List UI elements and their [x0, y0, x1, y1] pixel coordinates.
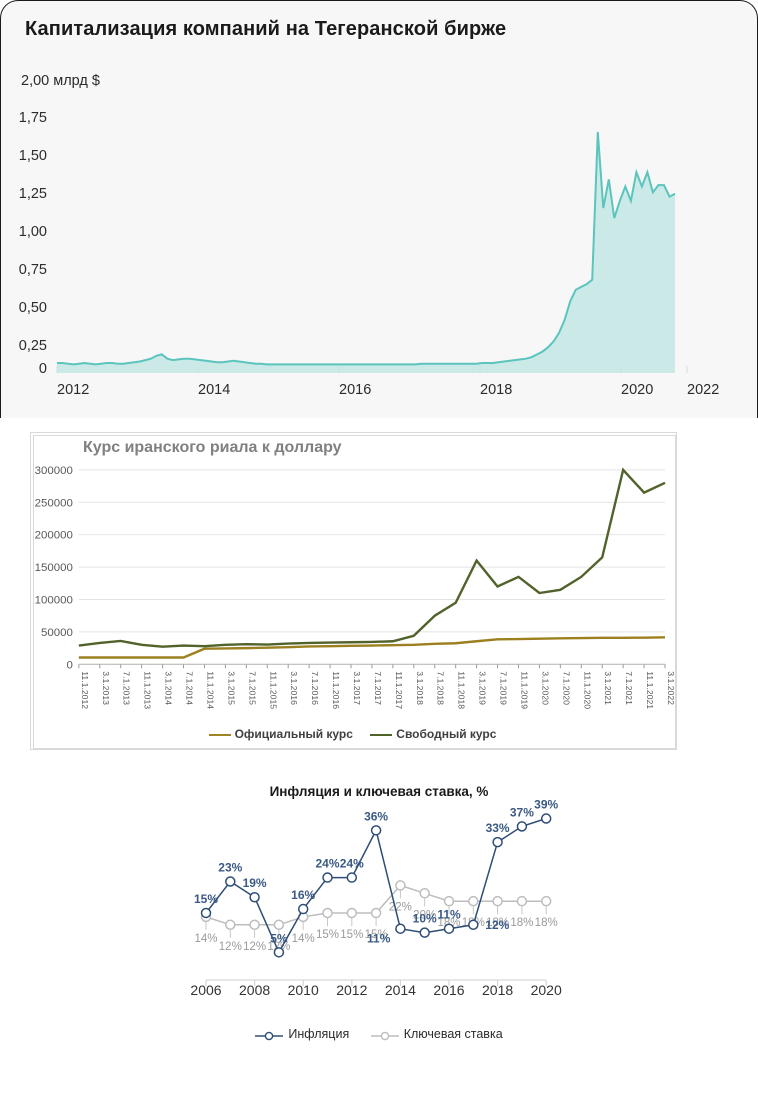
svg-text:11.1.2019: 11.1.2019 [519, 671, 529, 709]
svg-text:1,50: 1,50 [19, 148, 47, 164]
svg-text:0: 0 [66, 659, 72, 671]
svg-text:11.1.2014: 11.1.2014 [205, 671, 215, 709]
svg-text:1,25: 1,25 [19, 186, 47, 202]
svg-text:1,75: 1,75 [19, 110, 47, 126]
svg-text:2018: 2018 [480, 382, 512, 398]
svg-text:36%: 36% [364, 809, 388, 823]
svg-text:14%: 14% [194, 933, 217, 945]
svg-text:10%: 10% [413, 912, 437, 926]
svg-text:33%: 33% [486, 821, 510, 835]
svg-text:150000: 150000 [35, 562, 73, 574]
svg-text:15%: 15% [194, 892, 218, 906]
svg-text:7.1.2016: 7.1.2016 [310, 671, 320, 705]
svg-text:3.1.2022: 3.1.2022 [666, 671, 676, 705]
svg-text:50000: 50000 [41, 627, 73, 639]
svg-text:11.1.2013: 11.1.2013 [143, 671, 153, 709]
svg-text:24%: 24% [340, 857, 364, 871]
svg-text:18%: 18% [535, 917, 558, 929]
svg-text:15%: 15% [340, 929, 363, 941]
svg-text:2020: 2020 [531, 982, 562, 998]
svg-text:3.1.2016: 3.1.2016 [289, 671, 299, 705]
svg-text:2014: 2014 [385, 982, 416, 998]
svg-text:100000: 100000 [35, 594, 73, 606]
svg-text:12%: 12% [243, 941, 266, 953]
svg-text:5%: 5% [270, 931, 288, 945]
svg-text:3.1.2015: 3.1.2015 [226, 671, 236, 705]
svg-text:11.1.2012: 11.1.2012 [80, 671, 90, 709]
svg-text:0,25: 0,25 [19, 338, 47, 354]
svg-text:2012: 2012 [336, 982, 367, 998]
svg-text:2,00 млрд $: 2,00 млрд $ [21, 73, 100, 89]
svg-text:12%: 12% [219, 941, 242, 953]
svg-text:200000: 200000 [35, 530, 73, 542]
svg-text:250000: 250000 [35, 497, 73, 509]
svg-text:19%: 19% [243, 876, 267, 890]
svg-text:11%: 11% [437, 908, 461, 922]
svg-text:14%: 14% [292, 933, 315, 945]
svg-text:0: 0 [39, 361, 47, 377]
svg-text:7.1.2013: 7.1.2013 [122, 671, 132, 705]
svg-text:11.1.2018: 11.1.2018 [457, 671, 467, 709]
svg-text:2016: 2016 [433, 982, 464, 998]
svg-text:2008: 2008 [239, 982, 270, 998]
svg-text:2020: 2020 [621, 382, 653, 398]
svg-text:11.1.2015: 11.1.2015 [268, 671, 278, 709]
svg-text:2012: 2012 [57, 382, 89, 398]
svg-text:3.1.2014: 3.1.2014 [164, 671, 174, 705]
svg-text:2016: 2016 [339, 382, 371, 398]
svg-text:2014: 2014 [198, 382, 230, 398]
svg-text:3.1.2013: 3.1.2013 [101, 671, 111, 705]
svg-text:37%: 37% [510, 805, 534, 819]
svg-text:1,00: 1,00 [19, 224, 47, 240]
svg-text:16%: 16% [291, 888, 315, 902]
svg-text:2018: 2018 [482, 982, 513, 998]
svg-text:18%: 18% [510, 917, 533, 929]
svg-text:7.1.2019: 7.1.2019 [499, 671, 509, 705]
svg-text:11.1.2021: 11.1.2021 [645, 671, 655, 709]
svg-text:11.1.2017: 11.1.2017 [394, 671, 404, 709]
svg-text:3.1.2017: 3.1.2017 [352, 671, 362, 705]
svg-text:11.1.2020: 11.1.2020 [582, 671, 592, 709]
svg-text:2010: 2010 [288, 982, 319, 998]
svg-text:12%: 12% [485, 918, 509, 932]
svg-text:15%: 15% [316, 929, 339, 941]
svg-text:24%: 24% [315, 857, 339, 871]
svg-text:3.1.2020: 3.1.2020 [540, 671, 550, 705]
svg-text:0,50: 0,50 [19, 300, 47, 316]
svg-text:7.1.2021: 7.1.2021 [624, 671, 634, 705]
svg-text:2006: 2006 [190, 982, 221, 998]
svg-text:23%: 23% [218, 860, 242, 874]
svg-text:3.1.2019: 3.1.2019 [478, 671, 488, 705]
svg-text:7.1.2020: 7.1.2020 [561, 671, 571, 705]
svg-text:7.1.2014: 7.1.2014 [185, 671, 195, 705]
svg-text:11.1.2016: 11.1.2016 [331, 671, 341, 709]
svg-text:7.1.2018: 7.1.2018 [436, 671, 446, 705]
svg-text:11%: 11% [367, 932, 391, 946]
svg-text:3.1.2018: 3.1.2018 [415, 671, 425, 705]
svg-text:22%: 22% [389, 901, 412, 913]
svg-text:0,75: 0,75 [19, 262, 47, 278]
svg-text:300000: 300000 [35, 465, 73, 477]
svg-text:7.1.2015: 7.1.2015 [247, 671, 257, 705]
svg-text:39%: 39% [534, 798, 558, 812]
svg-text:3.1.2021: 3.1.2021 [603, 671, 613, 705]
svg-text:2022: 2022 [687, 382, 719, 398]
svg-text:7.1.2017: 7.1.2017 [373, 671, 383, 705]
